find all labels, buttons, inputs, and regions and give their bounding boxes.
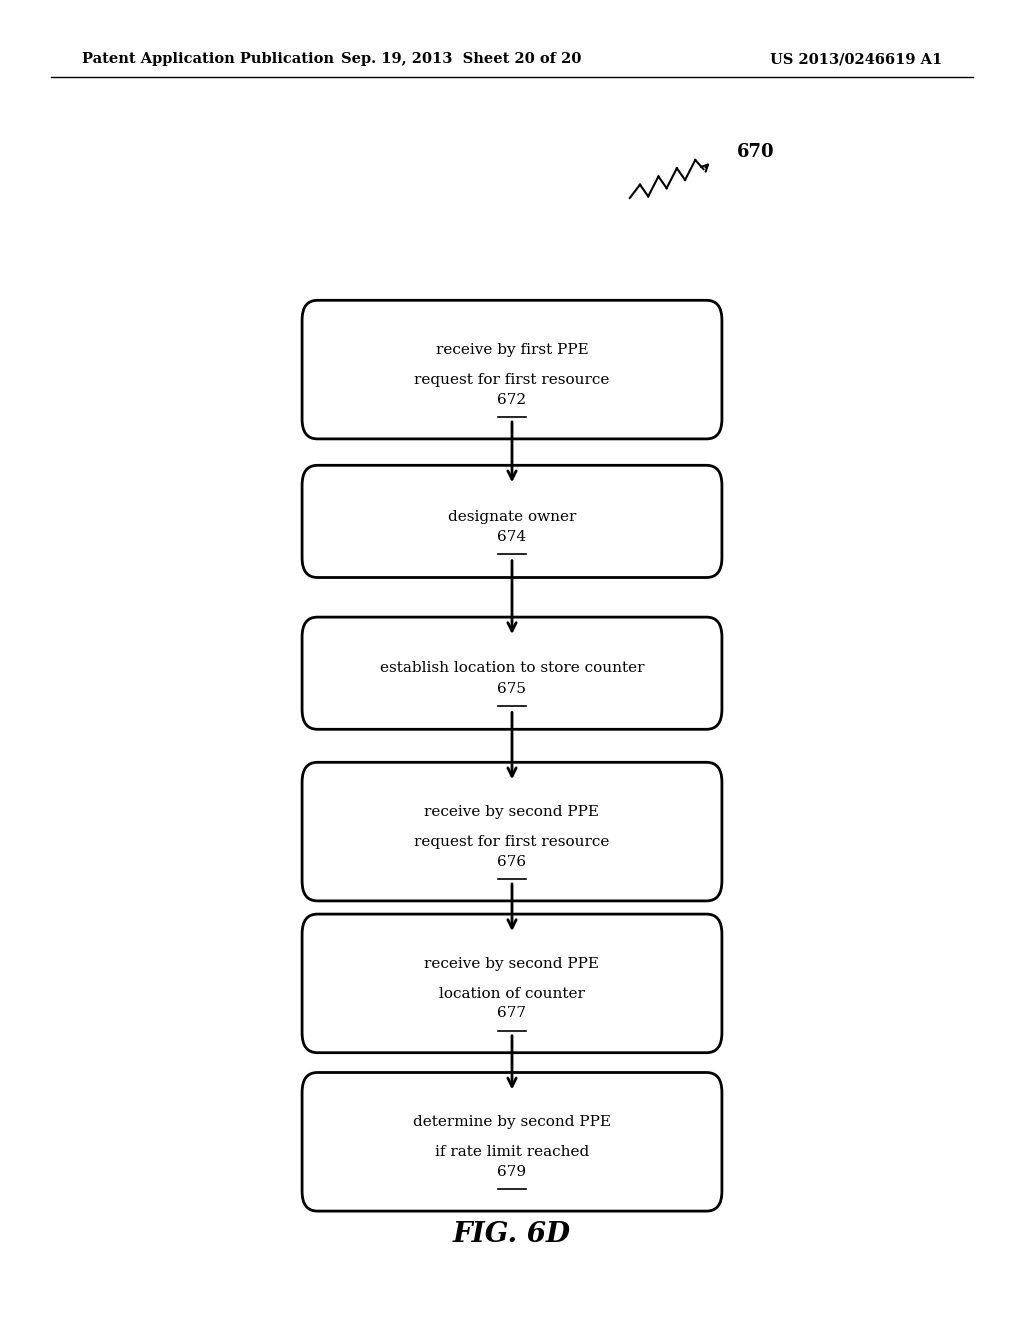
Text: 679: 679 [498, 1164, 526, 1179]
Text: 674: 674 [498, 531, 526, 544]
Text: determine by second PPE: determine by second PPE [413, 1115, 611, 1130]
Text: Sep. 19, 2013  Sheet 20 of 20: Sep. 19, 2013 Sheet 20 of 20 [341, 53, 581, 66]
Text: US 2013/0246619 A1: US 2013/0246619 A1 [770, 53, 942, 66]
FancyBboxPatch shape [302, 763, 722, 900]
Text: 672: 672 [498, 392, 526, 407]
Text: establish location to store counter: establish location to store counter [380, 661, 644, 676]
FancyBboxPatch shape [302, 1072, 722, 1212]
Text: request for first resource: request for first resource [415, 374, 609, 387]
Text: request for first resource: request for first resource [415, 836, 609, 849]
FancyBboxPatch shape [302, 466, 722, 578]
Text: FIG. 6D: FIG. 6D [453, 1221, 571, 1247]
Text: designate owner: designate owner [447, 510, 577, 524]
Text: 676: 676 [498, 854, 526, 869]
Text: if rate limit reached: if rate limit reached [435, 1146, 589, 1159]
Text: location of counter: location of counter [439, 987, 585, 1001]
Text: receive by second PPE: receive by second PPE [425, 957, 599, 972]
FancyBboxPatch shape [302, 618, 722, 729]
Text: 670: 670 [737, 143, 775, 161]
FancyBboxPatch shape [302, 301, 722, 438]
FancyBboxPatch shape [302, 913, 722, 1053]
Text: 675: 675 [498, 682, 526, 696]
Text: receive by second PPE: receive by second PPE [425, 805, 599, 820]
Text: Patent Application Publication: Patent Application Publication [82, 53, 334, 66]
Text: receive by first PPE: receive by first PPE [435, 343, 589, 358]
Text: 677: 677 [498, 1006, 526, 1020]
